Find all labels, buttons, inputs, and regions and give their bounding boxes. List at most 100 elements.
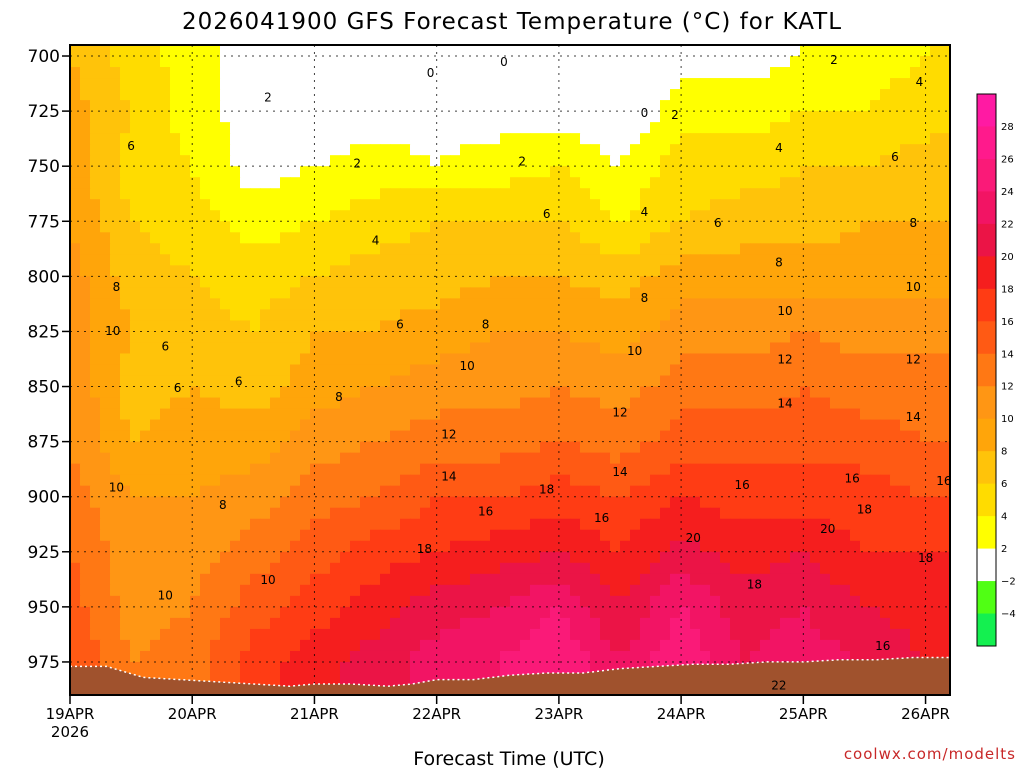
temperature-cell [530, 364, 541, 377]
temperature-cell [100, 617, 111, 630]
temperature-cell [420, 210, 431, 222]
temperature-cell [320, 441, 331, 454]
temperature-cell [870, 287, 881, 299]
temperature-cell [790, 166, 801, 178]
temperature-cell [660, 45, 671, 57]
temperature-cell [670, 221, 681, 233]
temperature-cell [380, 122, 391, 134]
temperature-cell [340, 485, 351, 498]
temperature-cell [580, 353, 591, 366]
temperature-cell [110, 221, 121, 233]
temperature-cell [120, 430, 131, 443]
temperature-cell [610, 639, 621, 652]
temperature-cell [870, 639, 881, 652]
temperature-cell [680, 67, 691, 79]
temperature-cell [670, 430, 681, 443]
temperature-cell [390, 144, 401, 156]
temperature-cell [560, 309, 571, 322]
temperature-cell [330, 177, 341, 189]
temperature-cell [740, 265, 751, 277]
temperature-cell [80, 177, 91, 189]
temperature-cell [610, 276, 621, 288]
temperature-cell [820, 430, 831, 443]
temperature-cell [150, 331, 161, 344]
temperature-cell [720, 56, 731, 68]
temperature-cell [150, 133, 161, 145]
temperature-cell [220, 298, 231, 311]
temperature-cell [310, 144, 321, 156]
temperature-cell [890, 331, 901, 344]
temperature-cell [790, 210, 801, 222]
temperature-cell [390, 100, 401, 112]
temperature-cell [740, 562, 751, 575]
temperature-cell [480, 67, 491, 79]
temperature-cell [910, 463, 921, 476]
temperature-cell [130, 166, 141, 178]
temperature-cell [640, 78, 651, 90]
temperature-cell [220, 364, 231, 377]
temperature-cell [660, 562, 671, 575]
temperature-cell [370, 573, 381, 586]
temperature-cell [360, 650, 371, 663]
temperature-cell [690, 408, 701, 421]
temperature-cell [440, 562, 451, 575]
temperature-cell [910, 485, 921, 498]
temperature-cell [80, 331, 91, 344]
temperature-cell [660, 419, 671, 432]
temperature-cell [740, 133, 751, 145]
temperature-cell [930, 320, 941, 333]
temperature-cell [280, 221, 291, 233]
temperature-cell [610, 254, 621, 266]
temperature-cell [760, 45, 771, 57]
temperature-cell [760, 56, 771, 68]
temperature-cell [230, 397, 241, 410]
temperature-cell [310, 221, 321, 233]
temperature-cell [630, 584, 641, 597]
temperature-cell [840, 133, 851, 145]
temperature-cell [840, 232, 851, 244]
temperature-cell [290, 210, 301, 222]
temperature-cell [160, 639, 171, 652]
temperature-cell [830, 386, 841, 399]
temperature-cell [210, 276, 221, 288]
temperature-cell [790, 496, 801, 509]
temperature-cell [380, 463, 391, 476]
temperature-cell [240, 210, 251, 222]
temperature-cell [400, 661, 411, 674]
temperature-cell [650, 188, 661, 200]
temperature-cell [310, 67, 321, 79]
temperature-cell [690, 144, 701, 156]
temperature-cell [480, 309, 491, 322]
temperature-cell [240, 56, 251, 68]
temperature-cell [610, 232, 621, 244]
temperature-cell [730, 540, 741, 553]
temperature-cell [140, 188, 151, 200]
temperature-cell [100, 177, 111, 189]
temperature-cell [290, 342, 301, 355]
temperature-cell [540, 353, 551, 366]
temperature-cell [760, 353, 771, 366]
temperature-cell [360, 254, 371, 266]
temperature-cell [600, 210, 611, 222]
temperature-cell [520, 144, 531, 156]
temperature-cell [870, 386, 881, 399]
temperature-cell [510, 540, 521, 553]
temperature-cell [830, 232, 841, 244]
temperature-cell [150, 628, 161, 641]
temperature-cell [610, 386, 621, 399]
temperature-cell [200, 276, 211, 288]
temperature-cell [490, 584, 501, 597]
temperature-cell [810, 67, 821, 79]
temperature-cell [200, 67, 211, 79]
temperature-cell [460, 45, 471, 57]
temperature-cell [330, 342, 341, 355]
temperature-cell [920, 441, 931, 454]
temperature-cell [180, 474, 191, 487]
temperature-cell [670, 441, 681, 454]
temperature-cell [300, 254, 311, 266]
temperature-cell [360, 540, 371, 553]
temperature-cell [500, 144, 511, 156]
temperature-cell [600, 309, 611, 322]
temperature-cell [640, 133, 651, 145]
temperature-cell [770, 386, 781, 399]
